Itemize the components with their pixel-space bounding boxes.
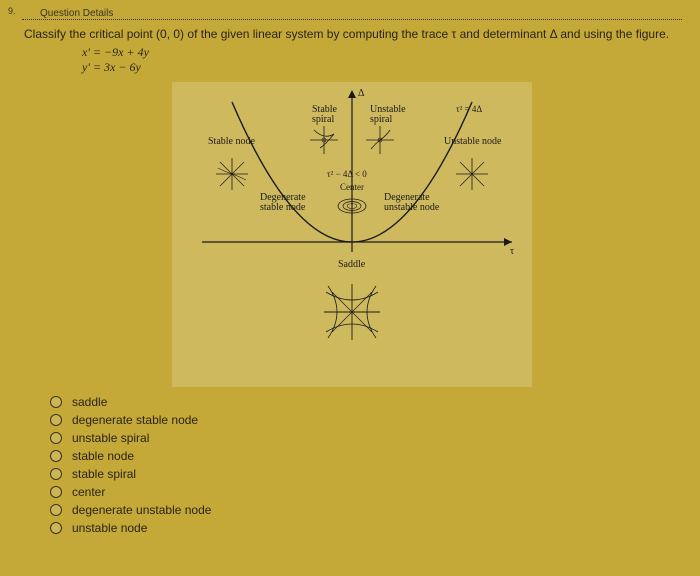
option-unstable-node[interactable]: unstable node [50,521,682,535]
stable-spiral-icon [310,126,338,154]
question-details-header: Question Details [22,8,682,20]
center-label: Center [340,182,364,192]
prompt-text: Classify the critical point (0, 0) of th… [24,26,682,43]
radio-icon[interactable] [50,414,62,426]
classification-figure: Δ τ τ² = 4Δ Stablespiral Unstablespiral … [172,82,532,387]
option-stable-spiral[interactable]: stable spiral [50,467,682,481]
saddle-label: Saddle [338,259,366,270]
option-label: degenerate stable node [72,413,198,427]
degenerate-stable-label: Degeneratestable node [260,192,306,213]
answer-options: saddle degenerate stable node unstable s… [50,395,682,535]
stable-node-label: Stable node [208,136,255,147]
radio-icon[interactable] [50,486,62,498]
radio-icon[interactable] [50,450,62,462]
radio-icon[interactable] [50,468,62,480]
radio-icon[interactable] [50,504,62,516]
question-number: 9. [8,6,16,16]
option-saddle[interactable]: saddle [50,395,682,409]
option-degenerate-stable-node[interactable]: degenerate stable node [50,413,682,427]
saddle-icon [324,284,380,340]
option-label: center [72,485,105,499]
figure-svg: Δ τ τ² = 4Δ Stablespiral Unstablespiral … [172,82,532,382]
stable-spiral-label: Stablespiral [312,104,338,125]
option-stable-node[interactable]: stable node [50,449,682,463]
option-degenerate-unstable-node[interactable]: degenerate unstable node [50,503,682,517]
option-unstable-spiral[interactable]: unstable spiral [50,431,682,445]
parabola-label: τ² = 4Δ [456,104,482,114]
option-label: unstable spiral [72,431,149,445]
option-label: stable node [72,449,134,463]
axis-tau-label: τ [510,246,514,257]
option-label: saddle [72,395,107,409]
option-center[interactable]: center [50,485,682,499]
equation-line-2: y′ = 3x − 6y [82,60,682,76]
unstable-spiral-label: Unstablespiral [370,104,406,125]
unstable-node-icon [456,158,488,190]
radio-icon[interactable] [50,522,62,534]
stable-node-icon [216,158,248,190]
radio-icon[interactable] [50,432,62,444]
radio-icon[interactable] [50,396,62,408]
axis-delta-label: Δ [358,88,365,99]
degenerate-unstable-label: Degenerateunstable node [384,192,440,213]
equation-line-1: x′ = −9x + 4y [82,45,682,61]
unstable-node-label: Unstable node [444,136,502,147]
center-inequality: τ² − 4Δ < 0 [327,169,367,179]
option-label: degenerate unstable node [72,503,211,517]
unstable-spiral-icon [366,126,394,154]
option-label: unstable node [72,521,147,535]
option-label: stable spiral [72,467,136,481]
system-equations: x′ = −9x + 4y y′ = 3x − 6y [82,45,682,76]
